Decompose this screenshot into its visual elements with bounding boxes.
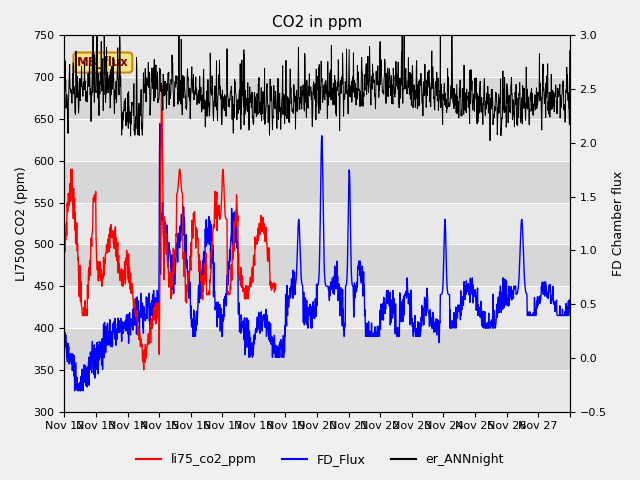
Legend: li75_co2_ppm, FD_Flux, er_ANNnight: li75_co2_ppm, FD_Flux, er_ANNnight <box>131 448 509 471</box>
Bar <box>65 161 570 203</box>
Bar <box>65 328 570 370</box>
Y-axis label: FD Chamber flux: FD Chamber flux <box>612 171 625 276</box>
Text: MB_flux: MB_flux <box>77 56 129 69</box>
Bar <box>65 244 570 286</box>
Title: CO2 in ppm: CO2 in ppm <box>272 15 362 30</box>
Y-axis label: LI7500 CO2 (ppm): LI7500 CO2 (ppm) <box>15 166 28 281</box>
Bar <box>65 77 570 119</box>
